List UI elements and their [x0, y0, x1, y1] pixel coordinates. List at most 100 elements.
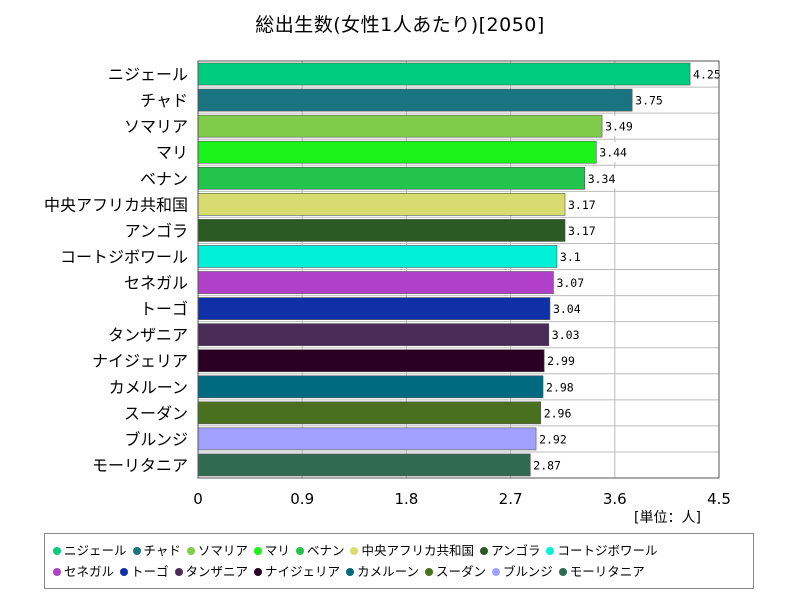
bar [197, 114, 603, 138]
value-label: 3.04 [553, 302, 581, 316]
legend-label: ニジェール [64, 543, 127, 558]
legend-marker [491, 568, 500, 576]
legend-label: ナイジェリア [265, 564, 341, 579]
legend-marker [186, 547, 195, 555]
value-label: 4.25 [693, 68, 721, 82]
x-tick-label: 0.9 [290, 490, 314, 508]
bar [197, 297, 551, 320]
value-label-bg [597, 142, 632, 163]
x-tick-label: 1.8 [394, 490, 418, 508]
legend-marker [479, 547, 488, 555]
category-label: チャド [140, 91, 188, 110]
category-label: ソマリア [124, 117, 188, 136]
category-label: ベナン [140, 169, 188, 188]
value-label-bg [557, 246, 585, 267]
value-label-bg [633, 90, 668, 111]
legend-item: セネガル [53, 561, 114, 582]
legend-label: 中央アフリカ共和国 [361, 543, 474, 558]
category-label: ブルンジ [124, 430, 188, 449]
bar [197, 219, 566, 242]
legend-marker [424, 568, 433, 576]
category-label: アンゴラ [125, 221, 188, 240]
bar [197, 271, 554, 294]
legend-label: ベナン [306, 543, 345, 558]
legend-item: ニジェール [53, 540, 127, 561]
legend-item: カメルーン [346, 561, 419, 582]
legend-label: セネガル [64, 564, 115, 579]
value-label: 3.03 [552, 328, 580, 342]
category-label: マリ [156, 143, 188, 162]
legend-item: トーゴ [120, 561, 169, 582]
x-tick-label: 2.7 [499, 490, 523, 508]
legend-marker [53, 547, 61, 555]
value-label: 3.17 [568, 198, 596, 212]
legend-label: トーゴ [131, 564, 169, 579]
value-label-bg [603, 116, 638, 137]
legend-marker [120, 568, 129, 576]
legend-item: ベナン [295, 540, 345, 561]
legend-item: スーダン [424, 561, 486, 582]
value-label: 2.96 [544, 406, 572, 420]
plot-border [197, 60, 720, 479]
legend-item: マリ [253, 540, 290, 561]
legend-label: チャド [143, 543, 181, 558]
category-label: ナイジェリア [92, 352, 188, 371]
legend-marker [254, 568, 263, 576]
legend-label: ブルンジ [502, 564, 553, 579]
value-label-bg [691, 64, 726, 85]
legend-marker [350, 547, 359, 555]
bar [197, 245, 558, 268]
value-label-bg [544, 376, 579, 397]
legend-label: スーダン [435, 564, 486, 579]
legend-label: ソマリア [197, 543, 248, 558]
x-tick-label: 4.5 [707, 490, 731, 508]
bar [197, 88, 633, 112]
value-label: 3.17 [568, 224, 596, 238]
value-label-bg [585, 168, 620, 189]
legend-item: ブルンジ [491, 561, 553, 582]
value-label-bg [554, 272, 589, 293]
bar [197, 323, 550, 346]
legend-marker [253, 547, 262, 555]
legend-item: アンゴラ [479, 540, 541, 561]
value-label: 2.99 [547, 354, 575, 368]
bar [197, 427, 537, 451]
category-label: セネガル [124, 274, 188, 293]
x-tick-label: 0 [193, 490, 203, 508]
value-label-bg [566, 220, 601, 241]
legend-label: アンゴラ [490, 543, 541, 558]
value-label: 3.07 [556, 276, 584, 290]
legend-label: カメルーン [357, 564, 419, 579]
legend-item: ナイジェリア [254, 561, 340, 582]
value-label-bg [537, 428, 572, 449]
legend: ニジェール チャド ソマリア マリ ベナン 中央アフリカ共和国 アンゴラ コートジボワールセネ… [44, 533, 754, 589]
bar [197, 140, 597, 164]
legend-item: タンザニア [174, 561, 248, 582]
x-tick-label: 3.6 [603, 490, 627, 508]
legend-marker [174, 568, 183, 576]
legend-label: モーリタニア [569, 564, 645, 579]
legend-marker [53, 568, 61, 576]
unit-label: [単位：人] [634, 510, 701, 526]
value-label: 2.98 [546, 380, 574, 394]
category-label: タンザニア [108, 326, 188, 345]
legend-marker [132, 547, 141, 555]
category-label: スーダン [124, 404, 188, 423]
value-label-bg [531, 454, 566, 475]
bar [197, 349, 545, 373]
category-label: トーゴ [140, 300, 188, 319]
legend-marker [546, 547, 555, 555]
legend-marker [558, 568, 567, 576]
legend-marker [295, 547, 304, 555]
bar [197, 453, 531, 477]
value-label-bg [541, 402, 576, 423]
value-label: 2.92 [539, 432, 567, 446]
bar [197, 166, 585, 190]
legend-item: 中央アフリカ共和国 [350, 540, 474, 561]
category-label: 中央アフリカ共和国 [44, 195, 188, 214]
category-label: ニジェール [108, 65, 188, 84]
category-label: カメルーン [109, 378, 188, 397]
legend-item: モーリタニア [558, 561, 645, 582]
legend-label: コートジボワール [557, 543, 658, 558]
